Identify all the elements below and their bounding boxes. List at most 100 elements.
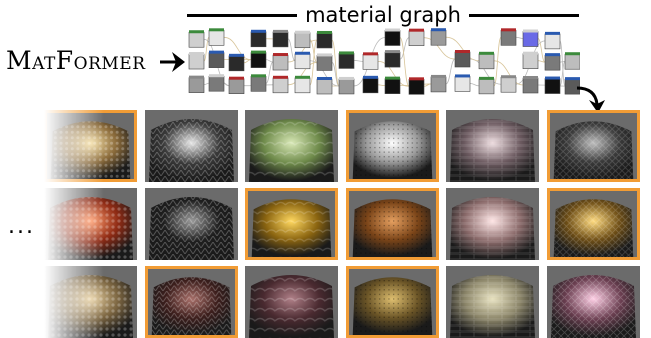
graph-node [544, 53, 561, 71]
graph-node [338, 51, 355, 69]
material-tile-maroon-leather [144, 266, 238, 338]
model-name-initial-2: F [55, 46, 74, 75]
graph-edge [377, 84, 386, 87]
model-name-rest-1: AT [32, 54, 56, 74]
graph-edge [399, 37, 410, 60]
graph-node [250, 29, 267, 48]
material-tile-plum-herringbone [245, 266, 338, 338]
graph-node [208, 74, 225, 92]
graph-edge [399, 37, 410, 87]
material-tile-red-bricks [44, 188, 137, 260]
graph-node [430, 28, 447, 46]
graph-node [408, 77, 425, 95]
graph-edge [353, 60, 364, 62]
graph-edge [287, 62, 318, 86]
graph-edge [469, 83, 480, 87]
material-tile-white-perforated [345, 110, 439, 182]
material-graph-diagram [188, 28, 580, 95]
material-graph-header: material graph [187, 0, 579, 30]
header-rule-left [187, 13, 298, 17]
ellipsis: ... [8, 214, 35, 239]
material-grid [44, 110, 650, 338]
graph-node [294, 75, 311, 94]
model-name-rest-2: ORMER [73, 54, 146, 74]
graph-node [478, 51, 495, 70]
graph-node [362, 52, 379, 70]
graph-node [316, 53, 333, 71]
graph-edge [243, 59, 252, 64]
graph-node [500, 75, 517, 93]
graph-node [430, 74, 447, 93]
material-tile-green-marble [245, 110, 338, 182]
material-tile-canvas-grid [446, 266, 539, 338]
graph-node [250, 50, 267, 68]
material-tile-woven-straw [345, 188, 439, 260]
graph-edge [377, 60, 410, 87]
graph-node [384, 28, 401, 46]
material-tile-ribbed-pink-plastic [546, 266, 640, 338]
graph-node [228, 53, 245, 72]
header-rule-right [468, 13, 579, 17]
graph-node [384, 76, 401, 94]
graph-edge [287, 38, 296, 62]
graph-edge [445, 36, 480, 62]
graph-node [522, 29, 539, 47]
graph-node [522, 51, 539, 69]
graph-node [544, 76, 561, 94]
material-tile-silver-scales [144, 110, 238, 182]
graph-node [208, 50, 225, 68]
material-tile-floral-fabric [446, 188, 539, 260]
graph-edge [559, 40, 566, 87]
graph-node [454, 50, 471, 68]
graph-edge [265, 59, 274, 63]
graph-node [188, 75, 205, 93]
graph-node [500, 28, 517, 46]
graph-edge [203, 82, 210, 86]
material-tile-gold-quilted [245, 188, 338, 260]
graph-edge [445, 58, 456, 85]
graph-node [316, 30, 333, 49]
material-graph-label: material graph [305, 2, 461, 27]
graph-node [478, 76, 495, 95]
graph-edge [203, 36, 210, 62]
graph-edge [515, 36, 524, 39]
graph-node [338, 76, 355, 95]
graph-edge [537, 38, 546, 63]
graph-node [228, 76, 245, 94]
graph-edge [331, 39, 340, 87]
graph-node [316, 76, 333, 95]
material-tile-black-white-terrazzo [546, 110, 640, 182]
graph-edge [309, 39, 318, 86]
graph-node [188, 52, 205, 70]
graph-node [408, 28, 425, 46]
material-tile-tan-stucco [44, 266, 137, 338]
graph-node [362, 75, 379, 94]
material-tile-gold-metal-weave [44, 110, 137, 182]
graph-node [294, 30, 311, 49]
graph-node [544, 31, 561, 50]
graph-node [188, 30, 205, 48]
graph-node [294, 51, 311, 70]
arrow-right-icon [160, 52, 185, 72]
model-name: M AT F ORMER [6, 46, 146, 84]
graph-edge [287, 39, 318, 63]
graph-edge [423, 37, 456, 60]
graph-node [564, 77, 580, 95]
graph-node [564, 52, 580, 70]
arrow-down-icon [576, 86, 605, 113]
graph-node [272, 29, 289, 48]
model-name-initial-1: M [6, 46, 33, 75]
material-tile-gold-foil [546, 188, 640, 260]
graph-node [250, 74, 267, 92]
graph-edge [493, 60, 524, 86]
graph-node [272, 75, 289, 94]
material-tile-wicker-stripes [345, 266, 439, 338]
graph-edge [265, 61, 274, 84]
graph-edge [309, 39, 318, 63]
graph-edge [309, 60, 340, 87]
graph-edge [559, 60, 566, 86]
graph-edge [223, 36, 252, 61]
graph-node [208, 28, 225, 46]
graph-node [522, 75, 539, 94]
